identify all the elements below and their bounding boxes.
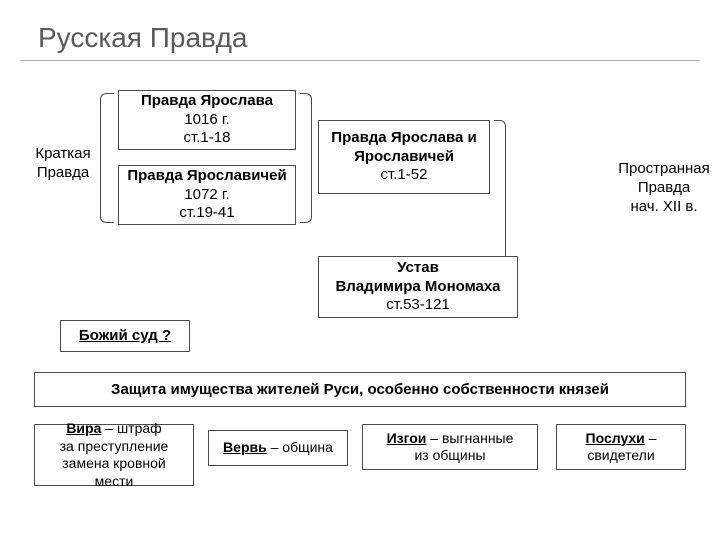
page-title: Русская Правда xyxy=(38,22,247,54)
node-sud: Божий суд ? xyxy=(60,320,190,352)
right-label-3: нач. XII в. xyxy=(630,198,697,215)
summary-bar: Защита имущества жителей Руси, особенно … xyxy=(34,372,686,407)
term-izgoi-def1: – выгнанные xyxy=(426,430,513,446)
term-izgoi: Изгои – выгнанные из общины xyxy=(362,424,538,470)
node-yaroslav-articles: ст.1-18 xyxy=(184,129,231,148)
term-izgoi-def2: из общины xyxy=(414,447,485,465)
node-yaroslavichi-title: Правда Ярославичей xyxy=(127,167,286,186)
term-poslukhi-term: Послухи xyxy=(586,430,645,446)
title-divider xyxy=(20,60,700,61)
node-ustav-l1: Устав xyxy=(397,259,439,278)
term-verv: Вервь – община xyxy=(208,430,348,466)
node-ustav: Устав Владимира Мономаха ст.53-121 xyxy=(318,256,518,318)
term-poslukhi-row1: Послухи – xyxy=(586,430,657,448)
bracket-mid-left xyxy=(300,93,312,223)
right-label-2: Правда xyxy=(638,179,690,196)
term-vira-row1: Вира – штраф xyxy=(66,420,161,438)
node-yaroslav-title: Правда Ярослава xyxy=(141,92,273,111)
node-yaroslavichi: Правда Ярославичей 1072 г. ст.19-41 xyxy=(118,165,296,225)
node-yaroslav-year: 1016 г. xyxy=(184,111,229,130)
term-izgoi-row1: Изгои – выгнанные xyxy=(387,430,514,448)
node-combined: Правда Ярослава и Ярославичей ст.1-52 xyxy=(318,120,490,194)
right-group-label: Пространная Правда нач. XII в. xyxy=(608,160,720,216)
term-verv-term: Вервь xyxy=(223,439,267,455)
node-combined-l3: ст.1-52 xyxy=(381,166,428,185)
term-verv-def: – община xyxy=(267,439,333,455)
node-yaroslav: Правда Ярослава 1016 г. ст.1-18 xyxy=(118,90,296,150)
left-label-2: Правда xyxy=(37,164,89,181)
term-poslukhi: Послухи – свидетели xyxy=(556,424,686,470)
term-izgoi-term: Изгои xyxy=(387,430,427,446)
node-combined-l1: Правда Ярослава и xyxy=(331,129,476,148)
right-label-1: Пространная xyxy=(618,160,710,177)
node-ustav-l2: Владимира Мономаха xyxy=(335,278,500,297)
left-label-1: Краткая xyxy=(35,145,90,162)
node-ustav-l3: ст.53-121 xyxy=(386,296,450,315)
term-vira-def3: замена кровной мести xyxy=(41,455,187,490)
summary-text: Защита имущества жителей Руси, особенно … xyxy=(111,381,609,398)
node-sud-text: Божий суд ? xyxy=(79,327,171,346)
term-poslukhi-def1: – xyxy=(645,430,657,446)
term-vira: Вира – штраф за преступление замена кров… xyxy=(34,424,194,486)
node-combined-l2: Ярославичей xyxy=(354,148,454,167)
term-verv-row: Вервь – община xyxy=(223,439,333,457)
term-poslukhi-def2: свидетели xyxy=(587,447,654,465)
term-vira-def2: за преступление xyxy=(60,438,169,456)
term-vira-term: Вира xyxy=(66,420,101,436)
node-yaroslavichi-articles: ст.19-41 xyxy=(179,204,234,223)
node-yaroslavichi-year: 1072 г. xyxy=(184,186,229,205)
term-vira-def1: – штраф xyxy=(101,420,161,436)
left-group-label: Краткая Правда xyxy=(28,145,98,183)
bracket-left xyxy=(100,93,114,223)
